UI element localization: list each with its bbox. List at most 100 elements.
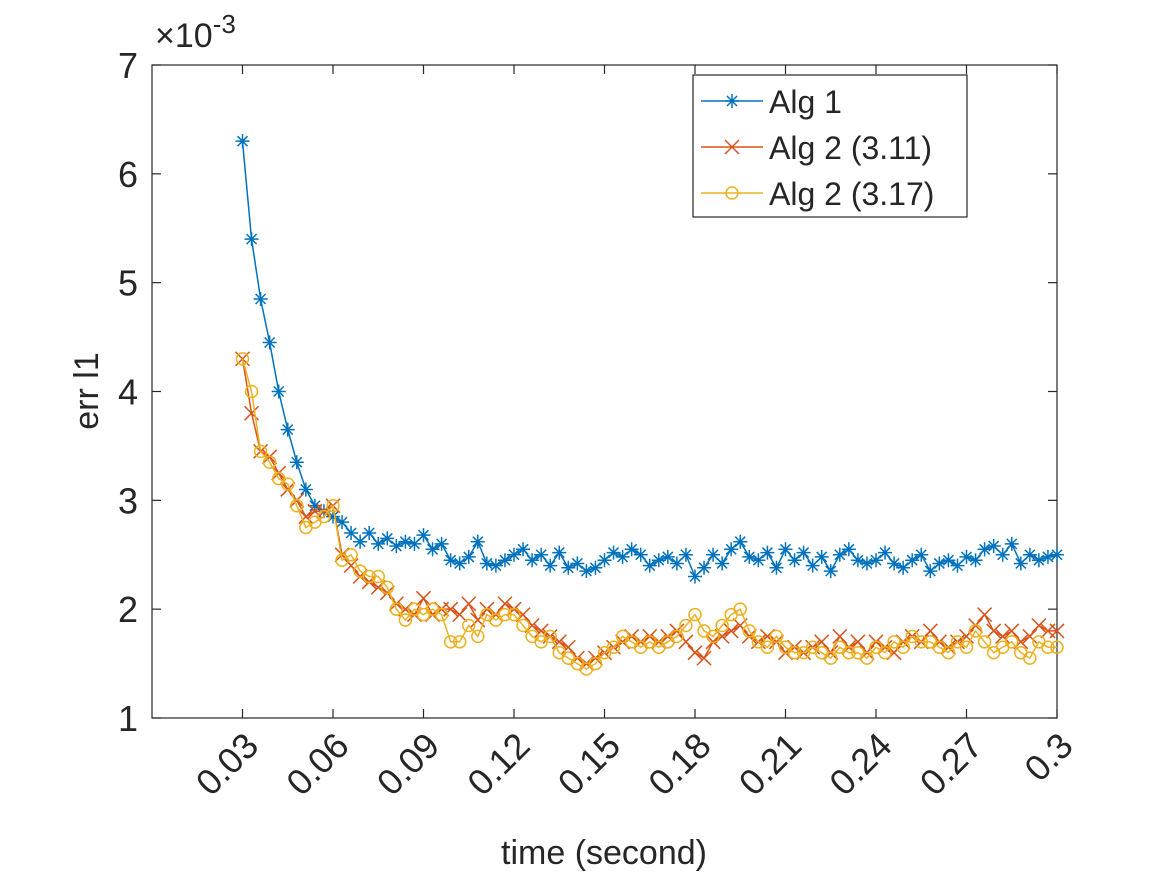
- marker: [461, 596, 477, 612]
- marker: [642, 558, 657, 573]
- marker: [335, 515, 350, 530]
- marker: [959, 640, 974, 655]
- marker: [742, 624, 757, 638]
- marker: [570, 556, 585, 571]
- marker: [362, 525, 377, 540]
- marker: [669, 556, 684, 571]
- y-tick-label: 3: [118, 480, 138, 521]
- marker: [533, 623, 549, 639]
- marker: [543, 558, 558, 573]
- marker: [552, 545, 567, 560]
- marker: [624, 542, 639, 557]
- marker: [298, 482, 313, 497]
- marker: [507, 607, 521, 622]
- marker: [932, 556, 947, 571]
- marker: [280, 422, 295, 437]
- marker: [434, 607, 449, 622]
- marker: [751, 553, 766, 568]
- marker: [787, 645, 802, 660]
- marker: [380, 531, 395, 546]
- marker: [977, 635, 992, 649]
- y-multiplier-exponent: -3: [213, 9, 236, 39]
- marker: [326, 509, 340, 524]
- y-multiplier-base: ×10: [155, 17, 213, 55]
- marker: [696, 650, 712, 666]
- marker: [1050, 547, 1064, 562]
- marker: [832, 628, 848, 644]
- y-tick-label: 7: [118, 45, 138, 86]
- marker: [551, 634, 567, 650]
- marker: [769, 629, 784, 644]
- marker: [715, 618, 729, 633]
- legend-marker: [725, 186, 739, 200]
- marker: [688, 569, 702, 584]
- marker: [1004, 623, 1020, 639]
- marker: [407, 536, 422, 551]
- marker: [823, 564, 838, 579]
- marker: [253, 291, 268, 306]
- marker: [995, 628, 1011, 644]
- marker: [1031, 553, 1046, 568]
- marker: [859, 556, 874, 571]
- marker: [896, 560, 911, 575]
- marker: [343, 558, 359, 574]
- marker: [878, 545, 893, 560]
- marker: [687, 645, 703, 661]
- marker: [824, 651, 838, 665]
- marker: [443, 635, 458, 649]
- marker: [525, 553, 540, 568]
- y-axis-label: err l1: [68, 352, 106, 429]
- marker: [443, 601, 459, 617]
- marker: [995, 547, 1010, 562]
- marker: [723, 623, 739, 639]
- marker: [869, 553, 883, 568]
- marker: [1005, 635, 1019, 649]
- marker: [950, 558, 965, 573]
- marker: [724, 542, 739, 557]
- marker: [307, 498, 322, 513]
- marker: [778, 542, 793, 557]
- marker: [1049, 623, 1065, 639]
- marker: [733, 602, 747, 616]
- marker: [425, 542, 440, 557]
- marker: [914, 635, 928, 649]
- marker: [923, 564, 938, 579]
- marker: [290, 499, 304, 513]
- marker: [498, 607, 512, 622]
- marker: [706, 547, 721, 562]
- legend-marker: [724, 139, 740, 155]
- y-tick-label: 1: [118, 698, 138, 739]
- marker: [298, 509, 314, 525]
- marker: [371, 536, 386, 551]
- marker: [479, 556, 494, 571]
- marker: [452, 607, 468, 623]
- marker: [516, 542, 531, 557]
- marker: [1022, 628, 1038, 644]
- marker: [606, 545, 621, 560]
- marker: [416, 528, 431, 543]
- legend-marker: [725, 94, 739, 108]
- marker: [678, 547, 693, 562]
- marker: [597, 553, 612, 568]
- marker: [958, 628, 975, 644]
- marker: [344, 548, 358, 562]
- marker: [914, 547, 929, 562]
- marker: [244, 232, 259, 247]
- marker: [461, 549, 476, 564]
- marker: [896, 640, 910, 655]
- marker: [534, 547, 549, 562]
- marker: [651, 553, 666, 568]
- marker: [977, 542, 992, 557]
- marker: [1031, 617, 1047, 634]
- marker: [326, 499, 340, 513]
- marker: [362, 569, 376, 584]
- y-tick-label: 4: [118, 372, 138, 413]
- marker: [543, 629, 557, 644]
- marker: [742, 549, 757, 564]
- marker: [660, 549, 675, 564]
- marker: [1023, 651, 1037, 665]
- marker: [905, 553, 920, 568]
- marker: [1013, 556, 1028, 571]
